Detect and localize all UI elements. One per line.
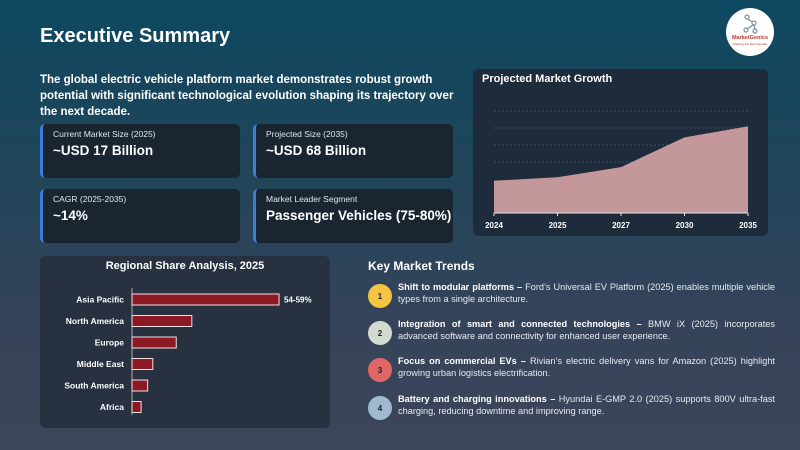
x-tick-label: 2035 bbox=[739, 221, 757, 230]
trend-heading: Focus on commercial EVs – bbox=[398, 356, 526, 366]
metric-value: ~USD 17 Billion bbox=[53, 143, 154, 158]
x-tick-label: 2024 bbox=[485, 221, 503, 230]
trend-heading: Shift to modular platforms – bbox=[398, 282, 523, 292]
page-title: Executive Summary bbox=[40, 25, 231, 47]
logo-text: MarketGenics bbox=[731, 35, 769, 41]
trend-text: Battery and charging innovations – Hyund… bbox=[398, 393, 775, 417]
metric-label: Projected Size (2035) bbox=[266, 129, 348, 139]
category-label: Asia Pacific bbox=[76, 295, 124, 305]
category-label: Middle East bbox=[77, 359, 124, 369]
trend-text: Shift to modular platforms – Ford’s Univ… bbox=[398, 281, 775, 305]
metric-card-projected-size: Projected Size (2035) ~USD 68 Billion bbox=[253, 124, 453, 178]
trend-number-badge: 3 bbox=[368, 358, 392, 382]
metric-label: Market Leader Segment bbox=[266, 194, 358, 204]
bar bbox=[131, 379, 149, 392]
region-chart-panel: Regional Share Analysis, 2025 Asia Pacif… bbox=[40, 256, 330, 428]
bar-chart: Asia Pacific 54-59% North America Europe Mid… bbox=[64, 288, 312, 415]
x-tick-label: 2027 bbox=[612, 221, 630, 230]
category-label: South America bbox=[64, 381, 124, 391]
trend-body: Hyundai E-GMP 2.0 (2025) supports 800V u… bbox=[398, 394, 775, 416]
trend-text: Focus on commercial EVs – Rivian’s elect… bbox=[398, 355, 775, 379]
metric-label: CAGR (2025-2035) bbox=[53, 194, 127, 204]
x-tick-label: 2030 bbox=[676, 221, 694, 230]
metric-value: ~USD 68 Billion bbox=[266, 143, 367, 158]
logo-tagline: Shaping the Next Decade bbox=[732, 42, 768, 46]
x-tick-label: 2025 bbox=[549, 221, 567, 230]
metric-label: Current Market Size (2025) bbox=[53, 129, 156, 139]
bar bbox=[131, 358, 154, 370]
trend-body: Ford’s Universal EV Platform (2025) enab… bbox=[398, 282, 775, 304]
metric-value: Passenger Vehicles (75-80%) bbox=[266, 208, 452, 223]
trend-text: Integration of smart and connected techn… bbox=[398, 318, 775, 342]
trend-number-badge: 1 bbox=[368, 284, 392, 308]
trend-heading: Integration of smart and connected techn… bbox=[398, 319, 642, 329]
trend-body: Rivian’s electric delivery vans for Amaz… bbox=[398, 356, 775, 378]
data-label: 54-59% bbox=[284, 296, 312, 305]
chart-title: Projected Market Growth bbox=[482, 73, 613, 85]
area-chart: 2024 2025 2027 2030 2035 bbox=[485, 110, 757, 230]
intro-text: The global electric vehicle platform mar… bbox=[40, 74, 454, 118]
category-label: Africa bbox=[100, 402, 124, 412]
metric-card-leader-segment: Market Leader Segment Passenger Vehicles… bbox=[253, 189, 453, 243]
category-label: Europe bbox=[95, 338, 125, 348]
bar bbox=[131, 336, 177, 349]
trend-heading: Battery and charging innovations – bbox=[398, 394, 556, 404]
metric-value: ~14% bbox=[53, 208, 88, 223]
metric-card-cagr: CAGR (2025-2035) ~14% bbox=[40, 189, 240, 243]
trend-number-badge: 4 bbox=[368, 396, 392, 420]
bar bbox=[131, 293, 280, 306]
trend-number-badge: 2 bbox=[368, 321, 392, 345]
growth-chart-panel: Projected Market Growth 2024 2025 2027 2030… bbox=[473, 69, 768, 236]
trends-title: Key Market Trends bbox=[368, 259, 475, 273]
bar bbox=[131, 401, 142, 413]
trend-body: BMW iX (2025) incorporates advanced soft… bbox=[398, 319, 775, 341]
molecule-icon bbox=[743, 14, 758, 34]
metric-card-current-size: Current Market Size (2025) ~USD 17 Billi… bbox=[40, 124, 240, 178]
category-label: North America bbox=[66, 316, 125, 326]
area-series bbox=[494, 126, 748, 213]
chart-title: Regional Share Analysis, 2025 bbox=[105, 260, 265, 272]
bar bbox=[131, 315, 193, 327]
company-logo: MarketGenics Shaping the Next Decade bbox=[726, 8, 774, 56]
